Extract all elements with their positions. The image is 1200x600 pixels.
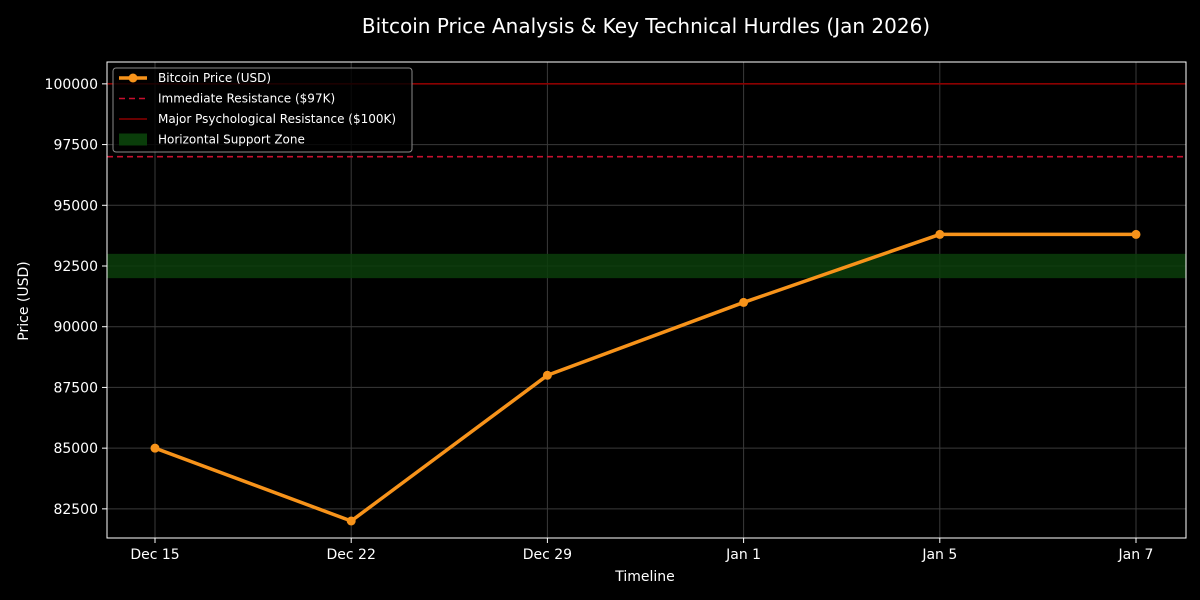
y-tick-label: 92500 bbox=[53, 259, 98, 275]
x-tick-label: Dec 22 bbox=[327, 547, 376, 563]
chart-title: Bitcoin Price Analysis & Key Technical H… bbox=[362, 14, 930, 38]
support-band-layer bbox=[107, 253, 1186, 279]
legend-support-zone-handle bbox=[119, 133, 147, 146]
legend-label: Major Psychological Resistance ($100K) bbox=[158, 112, 396, 126]
y-tick-label: 100000 bbox=[45, 77, 98, 93]
x-tick-label: Jan 5 bbox=[921, 547, 957, 563]
plot-frame bbox=[106, 61, 1187, 539]
axes bbox=[102, 61, 1187, 543]
x-tick-label: Jan 7 bbox=[1118, 547, 1154, 563]
x-tick-label: Dec 15 bbox=[130, 547, 179, 563]
y-tick-label: 82500 bbox=[53, 502, 98, 518]
price-point bbox=[346, 516, 356, 526]
series-layer bbox=[150, 229, 1141, 526]
legend-label: Immediate Resistance ($97K) bbox=[158, 92, 335, 106]
support-zone-band bbox=[107, 253, 1186, 279]
tick-labels: 82500 85000 87500 90000 92500 95000 97500 10000… bbox=[45, 77, 1154, 563]
x-tick-label: Dec 29 bbox=[523, 547, 572, 563]
y-tick-label: 87500 bbox=[53, 380, 98, 396]
y-tick-label: 95000 bbox=[53, 198, 98, 214]
legend-price-marker bbox=[128, 73, 138, 83]
price-point bbox=[150, 443, 160, 453]
y-tick-label: 85000 bbox=[53, 441, 98, 457]
price-point bbox=[935, 229, 945, 239]
y-tick-label: 90000 bbox=[53, 320, 98, 336]
y-tick-label: 97500 bbox=[53, 138, 98, 154]
price-point bbox=[542, 370, 552, 380]
price-point bbox=[739, 297, 749, 307]
x-tick-label: Jan 1 bbox=[725, 547, 761, 563]
legend-label: Bitcoin Price (USD) bbox=[158, 71, 271, 85]
legend-label: Horizontal Support Zone bbox=[158, 133, 305, 147]
price-series-line bbox=[153, 232, 1138, 523]
y-axis-label: Price (USD) bbox=[16, 261, 32, 340]
legend-box bbox=[112, 67, 413, 153]
legend: Bitcoin Price (USD) Immediate Resistance … bbox=[112, 67, 413, 153]
price-point bbox=[1131, 229, 1141, 239]
x-axis-label: Timeline bbox=[614, 569, 675, 585]
